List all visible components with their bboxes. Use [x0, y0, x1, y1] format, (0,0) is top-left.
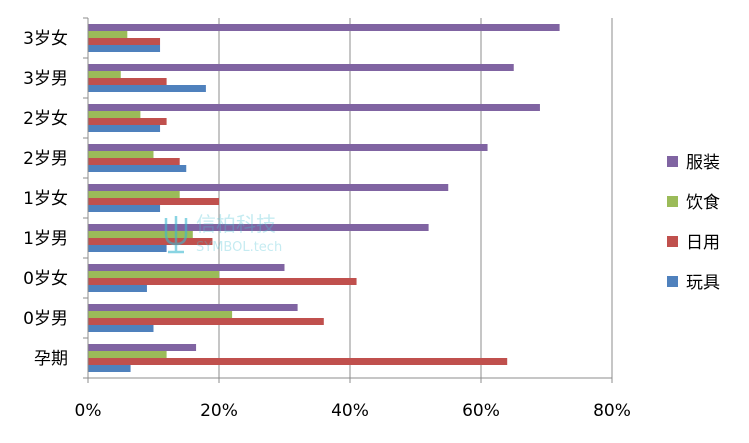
x-tick-label: 40% — [331, 401, 369, 421]
bars — [88, 24, 560, 372]
x-tick-label: 0% — [75, 401, 102, 421]
category-label: 0岁男 — [23, 309, 68, 329]
bar — [88, 158, 180, 165]
bar — [88, 285, 147, 292]
bar — [88, 304, 298, 311]
x-tick-labels: 0% 20% 40% 60% 80% — [75, 401, 631, 421]
category-label: 0岁女 — [23, 269, 68, 289]
bar — [88, 358, 508, 365]
category-label: 2岁男 — [23, 149, 68, 169]
bar — [88, 38, 161, 45]
bar — [88, 278, 357, 285]
bar — [88, 231, 193, 238]
bar — [88, 245, 167, 252]
legend-label: 玩具 — [686, 273, 720, 293]
bar — [88, 264, 285, 271]
bar — [88, 31, 128, 38]
watermark: 信柏科技 SYMBOL.tech — [164, 212, 282, 255]
bar — [88, 184, 449, 191]
bar — [88, 78, 167, 85]
bar — [88, 191, 180, 198]
legend-swatch — [667, 276, 678, 287]
bar — [88, 325, 154, 332]
legend-swatch — [667, 236, 678, 247]
x-tick-label: 80% — [593, 401, 631, 421]
category-label: 1岁男 — [23, 229, 68, 249]
bar — [88, 151, 154, 158]
x-tick-label: 60% — [462, 401, 500, 421]
bar — [88, 205, 161, 212]
bar — [88, 344, 197, 351]
category-label: 3岁女 — [23, 29, 68, 49]
bar — [88, 271, 219, 278]
bar — [88, 111, 141, 118]
bar — [88, 165, 187, 172]
bar — [88, 318, 324, 325]
category-label: 2岁女 — [23, 109, 68, 129]
category-label: 1岁女 — [23, 189, 68, 209]
bar — [88, 64, 514, 71]
bar — [88, 104, 540, 111]
category-label: 孕期 — [34, 349, 68, 369]
bar — [88, 198, 219, 205]
legend-swatch — [667, 156, 678, 167]
bar — [88, 238, 213, 245]
bar — [88, 351, 167, 358]
axes — [83, 17, 613, 383]
watermark-line1: 信柏科技 — [196, 212, 276, 236]
bar — [88, 125, 161, 132]
category-label: 3岁男 — [23, 69, 68, 89]
legend-swatch — [667, 196, 678, 207]
bar — [88, 311, 233, 318]
legend-label: 服装 — [686, 153, 720, 173]
watermark-line2: SYMBOL.tech — [196, 240, 282, 255]
bar — [88, 71, 121, 78]
legend-label: 日用 — [686, 233, 720, 253]
legend-label: 饮食 — [686, 193, 720, 213]
trident-logo-icon — [164, 216, 188, 254]
bar — [88, 24, 560, 31]
bar — [88, 365, 131, 372]
bar — [88, 224, 429, 231]
x-tick-label: 20% — [200, 401, 238, 421]
bar — [88, 85, 206, 92]
bar — [88, 144, 488, 151]
bar — [88, 118, 167, 125]
bar — [88, 45, 161, 52]
